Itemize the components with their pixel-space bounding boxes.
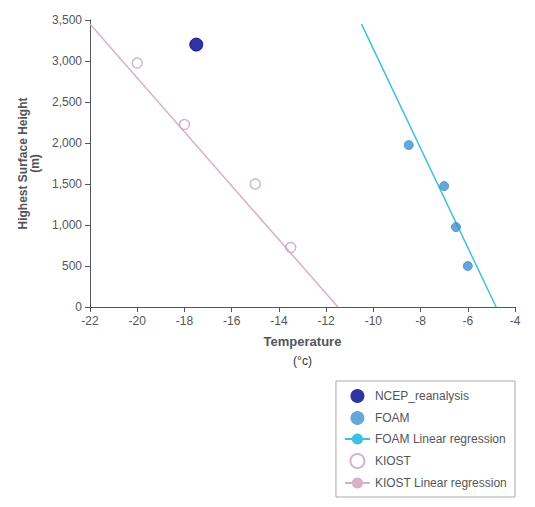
svg-text:-8: -8 bbox=[415, 314, 426, 328]
svg-text:KIOST: KIOST bbox=[375, 454, 412, 468]
svg-text:-12: -12 bbox=[317, 314, 335, 328]
svg-text:FOAM Linear regression: FOAM Linear regression bbox=[375, 432, 506, 446]
svg-text:(°c): (°c) bbox=[293, 354, 312, 368]
svg-text:-6: -6 bbox=[462, 314, 473, 328]
svg-text:KIOST Linear regression: KIOST Linear regression bbox=[375, 476, 507, 490]
svg-text:500: 500 bbox=[62, 259, 82, 273]
svg-text:1,500: 1,500 bbox=[52, 177, 82, 191]
svg-text:-16: -16 bbox=[223, 314, 241, 328]
svg-text:-14: -14 bbox=[270, 314, 288, 328]
svg-text:NCEP_reanalysis: NCEP_reanalysis bbox=[375, 389, 469, 403]
svg-text:FOAM: FOAM bbox=[375, 411, 410, 425]
svg-text:3,000: 3,000 bbox=[52, 54, 82, 68]
svg-text:1,000: 1,000 bbox=[52, 218, 82, 232]
svg-text:-20: -20 bbox=[129, 314, 147, 328]
svg-text:Temperature: Temperature bbox=[264, 334, 342, 349]
svg-text:2,000: 2,000 bbox=[52, 136, 82, 150]
svg-text:Highest Surface Height: Highest Surface Height bbox=[16, 97, 31, 230]
svg-text:3,500: 3,500 bbox=[52, 13, 82, 27]
svg-text:-4: -4 bbox=[510, 314, 521, 328]
svg-text:-22: -22 bbox=[81, 314, 99, 328]
svg-text:0: 0 bbox=[75, 300, 82, 314]
svg-text:-18: -18 bbox=[176, 314, 194, 328]
svg-text:2,500: 2,500 bbox=[52, 95, 82, 109]
svg-text:(m): (m) bbox=[28, 154, 42, 173]
svg-text:-10: -10 bbox=[365, 314, 383, 328]
